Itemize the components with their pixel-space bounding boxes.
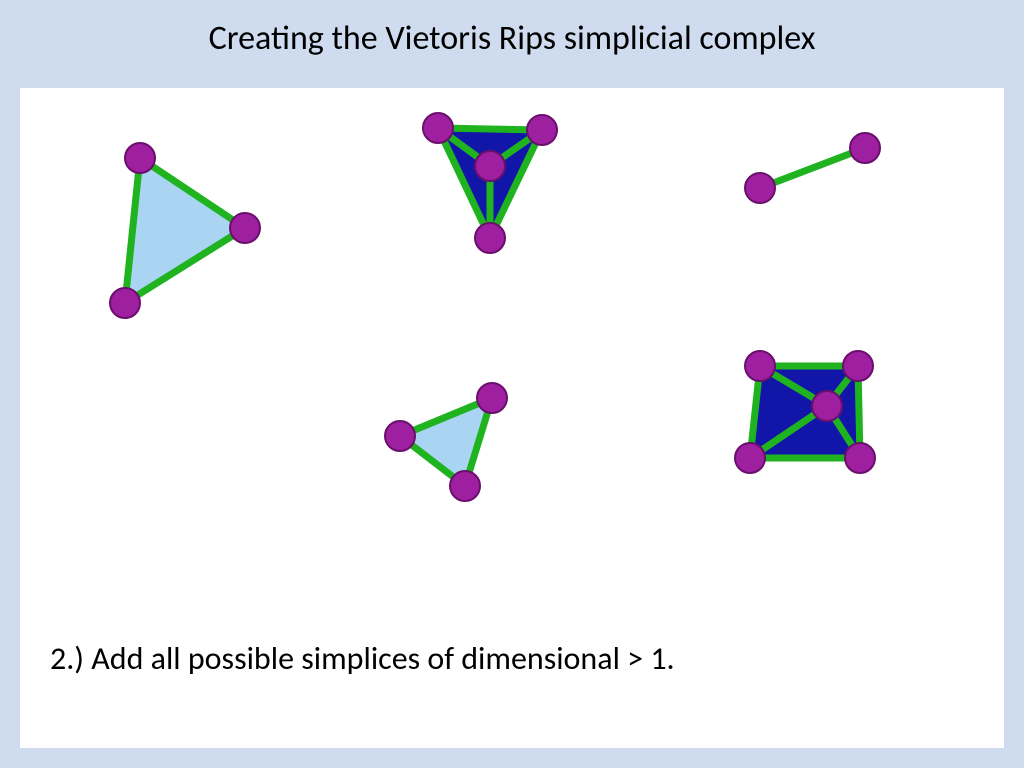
square-right-vertex-2: [845, 443, 875, 473]
tetra-top-vertex-0: [423, 113, 453, 143]
tetra-top-vertex-2: [475, 223, 505, 253]
canvas: 2.) Add all possible simplices of dimens…: [20, 88, 1004, 748]
triangle-left: [110, 143, 260, 318]
triangle-mid-vertex-1: [477, 383, 507, 413]
edge-right-edge: [760, 148, 865, 188]
triangle-left-vertex-0: [125, 143, 155, 173]
square-right-vertex-4: [812, 391, 842, 421]
edge-right-vertex-0: [745, 173, 775, 203]
tetra-top-vertex-1: [527, 115, 557, 145]
square-right-vertex-1: [843, 351, 873, 381]
edge-right-vertex-1: [850, 133, 880, 163]
square-right-vertex-3: [735, 443, 765, 473]
tetra-top-vertex-3: [475, 151, 505, 181]
caption-text: 2.) Add all possible simplices of dimens…: [50, 639, 675, 678]
triangle-left-face: [125, 158, 245, 303]
triangle-mid: [385, 383, 507, 501]
square-right-vertex-0: [745, 351, 775, 381]
triangle-mid-vertex-0: [385, 421, 415, 451]
tetra-top: [423, 113, 557, 253]
triangle-mid-vertex-2: [450, 471, 480, 501]
edge-right: [745, 133, 880, 203]
triangle-left-vertex-2: [110, 288, 140, 318]
triangle-left-vertex-1: [230, 213, 260, 243]
page-title: Creating the Vietoris Rips simplicial co…: [0, 0, 1024, 88]
square-right: [735, 351, 875, 473]
